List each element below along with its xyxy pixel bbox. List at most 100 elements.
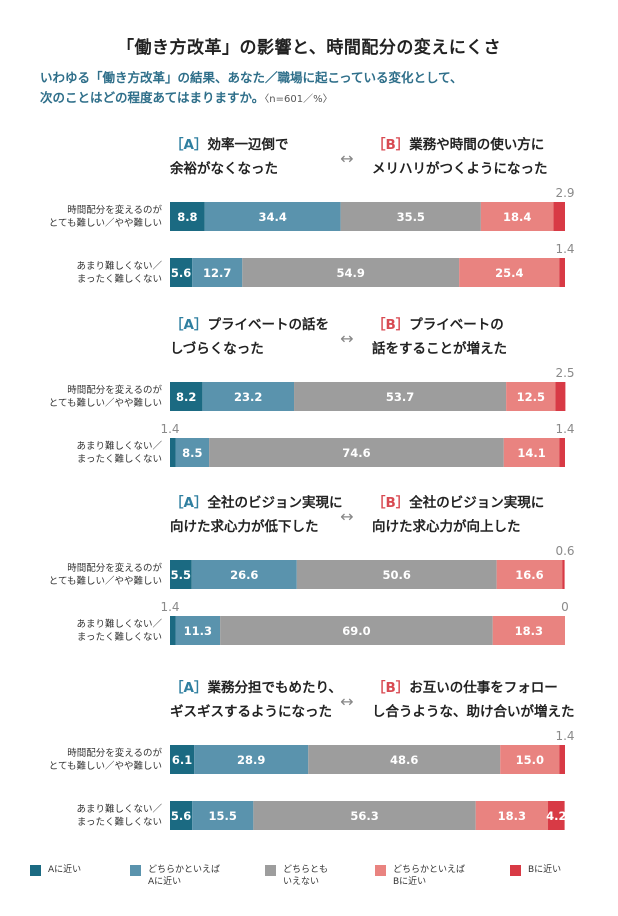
chart-title: 「働き方改革」の影響と、時間配分の変えにくさ bbox=[117, 38, 501, 58]
bar-segment-B bbox=[559, 438, 565, 467]
row-label: あまり難しくない／ bbox=[76, 803, 162, 815]
row-label: まったく難しくない bbox=[77, 631, 162, 643]
data-label: 5.6 bbox=[171, 809, 191, 823]
bar-segment-neutral bbox=[242, 258, 460, 287]
row-label: あまり難しくない／ bbox=[76, 440, 162, 452]
row-label: まったく難しくない bbox=[77, 453, 162, 465]
legend-label: どちらかといえば Aに近い bbox=[148, 865, 221, 887]
double-arrow-icon: ↔ bbox=[340, 507, 353, 526]
bar-segment-neutral bbox=[296, 560, 497, 589]
legend-label: Aに近い bbox=[48, 865, 82, 875]
data-label: 4.2 bbox=[546, 809, 566, 823]
bar-segment-neutral bbox=[294, 382, 507, 411]
bar-segment-neutral bbox=[340, 202, 481, 231]
data-label: 12.7 bbox=[203, 266, 231, 280]
bar-segment-B bbox=[559, 258, 565, 287]
bar-segment-leanB bbox=[475, 801, 549, 830]
row-label: 時間配分を変えるのが bbox=[67, 204, 162, 216]
data-label: 8.8 bbox=[177, 210, 197, 224]
bar-segment-neutral bbox=[220, 616, 493, 645]
bar-segment-neutral bbox=[308, 745, 501, 774]
bar-segment-leanA bbox=[202, 382, 295, 411]
data-label: 18.4 bbox=[503, 210, 531, 224]
data-label: 1.4 bbox=[160, 600, 179, 614]
data-label: 5.5 bbox=[171, 568, 191, 582]
data-label: 5.6 bbox=[171, 266, 191, 280]
bar-segment-leanA bbox=[192, 801, 254, 830]
data-label: 28.9 bbox=[237, 753, 265, 767]
bar-segment-A bbox=[170, 745, 195, 774]
data-label: 50.6 bbox=[383, 568, 411, 582]
row-label: 時間配分を変えるのが bbox=[67, 384, 162, 396]
data-label: 0.6 bbox=[555, 544, 574, 558]
data-label: 8.2 bbox=[176, 390, 196, 404]
legend-label: どちらかといえば Bに近い bbox=[393, 865, 466, 887]
legend-swatch bbox=[30, 865, 41, 876]
data-label: 8.5 bbox=[182, 446, 202, 460]
bar-segment-A bbox=[170, 202, 205, 231]
legend-swatch bbox=[265, 865, 276, 876]
bar-segment-A bbox=[170, 382, 203, 411]
row-label: まったく難しくない bbox=[77, 273, 162, 285]
bar-segment-B bbox=[553, 202, 565, 231]
bar-segment-B bbox=[555, 382, 566, 411]
bar-segment-leanB bbox=[506, 382, 556, 411]
double-arrow-icon: ↔ bbox=[340, 149, 353, 168]
legend-label: どちらとも いえない bbox=[283, 865, 329, 887]
bar-segment-leanA bbox=[175, 438, 210, 467]
bar-segment-leanB bbox=[459, 258, 560, 287]
bar-segment-leanA bbox=[175, 616, 221, 645]
statement-a-label: ［A］プライベートの話をしづらくなった bbox=[170, 316, 329, 357]
data-label: 18.3 bbox=[515, 624, 543, 638]
bar-segment-A bbox=[170, 258, 193, 287]
data-label: 6.1 bbox=[172, 753, 192, 767]
bar-segment-neutral bbox=[209, 438, 504, 467]
data-label: 25.4 bbox=[495, 266, 523, 280]
data-label: 23.2 bbox=[234, 390, 262, 404]
row-label: とても難しい／やや難しい bbox=[49, 397, 162, 409]
data-label: 26.6 bbox=[230, 568, 258, 582]
data-label: 56.3 bbox=[350, 809, 378, 823]
data-label: 35.5 bbox=[397, 210, 425, 224]
bar-segment-leanA bbox=[204, 202, 341, 231]
statement-a-label: ［A］効率一辺倒で余裕がなくなった bbox=[169, 136, 288, 177]
data-label: 34.4 bbox=[259, 210, 287, 224]
row-label: とても難しい／やや難しい bbox=[49, 760, 162, 772]
bar-segment-leanA bbox=[191, 560, 297, 589]
data-label: 15.0 bbox=[516, 753, 544, 767]
bar-segment-B bbox=[548, 801, 565, 830]
data-label: 1.4 bbox=[555, 729, 574, 743]
double-arrow-icon: ↔ bbox=[340, 692, 353, 711]
data-label: 1.4 bbox=[160, 422, 179, 436]
legend-swatch bbox=[375, 865, 386, 876]
statement-b-label: ［B］全社のビジョン実現に向けた求心力が向上した bbox=[372, 494, 544, 535]
data-label: 2.5 bbox=[555, 366, 574, 380]
bar-segment-A bbox=[170, 438, 176, 467]
data-label: 18.3 bbox=[498, 809, 526, 823]
data-label: 48.6 bbox=[390, 753, 418, 767]
row-label: 時間配分を変えるのが bbox=[67, 747, 162, 759]
legend-swatch bbox=[130, 865, 141, 876]
bar-segment-leanB bbox=[496, 560, 563, 589]
data-label: 69.0 bbox=[342, 624, 370, 638]
stacked-bar-chart: ［A］効率一辺倒で余裕がなくなった ［B］業務や時間の使い方にメリハリがつくように… bbox=[49, 136, 575, 830]
bar-segment-B bbox=[559, 745, 565, 774]
data-label: 74.6 bbox=[342, 446, 370, 460]
row-label: あまり難しくない／ bbox=[76, 618, 162, 630]
statement-b-label: ［B］プライベートの話をすることが増えた bbox=[372, 316, 507, 357]
legend-label: Bに近い bbox=[528, 865, 562, 875]
chart-subtitle: いわゆる「働き方改革」の結果、あなた／職場に起こっている変化として、 次のことは… bbox=[40, 68, 600, 110]
bar-segment-neutral bbox=[253, 801, 476, 830]
legend: Aに近い どちらかといえば Aに近い どちらとも いえない どちらかといえば Bに近い Bに近… bbox=[30, 862, 610, 902]
subtitle-line-1: いわゆる「働き方改革」の結果、あなた／職場に起こっている変化として、 bbox=[40, 70, 463, 85]
sample-note: 〈n=601／%〉 bbox=[264, 94, 333, 105]
data-label: 11.3 bbox=[184, 624, 212, 638]
bar-segment-B bbox=[562, 560, 565, 589]
row-label: まったく難しくない bbox=[77, 816, 162, 828]
data-label: 12.5 bbox=[517, 390, 545, 404]
data-label: 15.5 bbox=[209, 809, 237, 823]
data-label: 54.9 bbox=[337, 266, 365, 280]
data-label: 53.7 bbox=[386, 390, 414, 404]
bar-segment-A bbox=[170, 560, 192, 589]
row-label: 時間配分を変えるのが bbox=[67, 562, 162, 574]
